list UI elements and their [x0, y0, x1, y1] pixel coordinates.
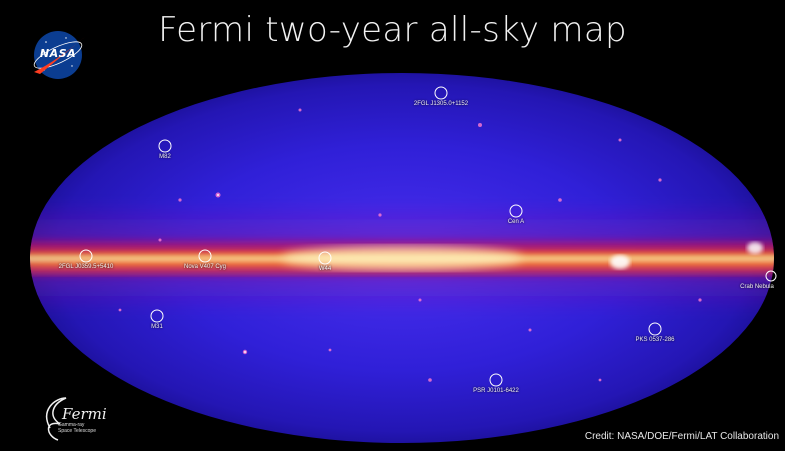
- marker-m82: [158, 139, 172, 153]
- fermi-logo-swirl: [45, 397, 67, 441]
- map-title: Fermi two-year all-sky map: [158, 10, 627, 50]
- source-label-m82: M82: [159, 154, 171, 160]
- marker-j1305: [434, 86, 448, 100]
- image-credit: Credit: NASA/DOE/Fermi/LAT Collaboration: [584, 431, 779, 442]
- fermi-wordmark: Fermi: [62, 405, 107, 423]
- source-label-crab: Crab Nebula: [740, 284, 774, 290]
- marker-nova: [198, 249, 212, 263]
- source-label-cena: Cen A: [507, 219, 525, 225]
- source-markers: [79, 86, 777, 387]
- source-label-pks: PKS 0537-286: [635, 337, 675, 343]
- source-label-m31: M31: [151, 324, 163, 330]
- source-label-j0359: 2FGL J0359.5+5410: [58, 264, 114, 270]
- marker-m31: [150, 309, 164, 323]
- source-label-w44: W44: [318, 266, 332, 272]
- source-label-nova: Nova V407 Cyg: [183, 264, 227, 270]
- marker-psr: [489, 373, 503, 387]
- source-label-j1305: 2FGL J1305.0+1152: [413, 101, 469, 107]
- nasa-logo: [33, 31, 86, 79]
- marker-w44: [318, 251, 332, 265]
- marker-crab: [765, 270, 777, 282]
- marker-j0359: [79, 249, 93, 263]
- marker-cena: [509, 204, 523, 218]
- nasa-wordmark: NASA: [39, 47, 77, 60]
- marker-pks: [648, 322, 662, 336]
- fermi-subtitle: Gamma-ray Space Telescope: [58, 422, 96, 434]
- source-label-psr: PSR J0101-6422: [473, 388, 519, 394]
